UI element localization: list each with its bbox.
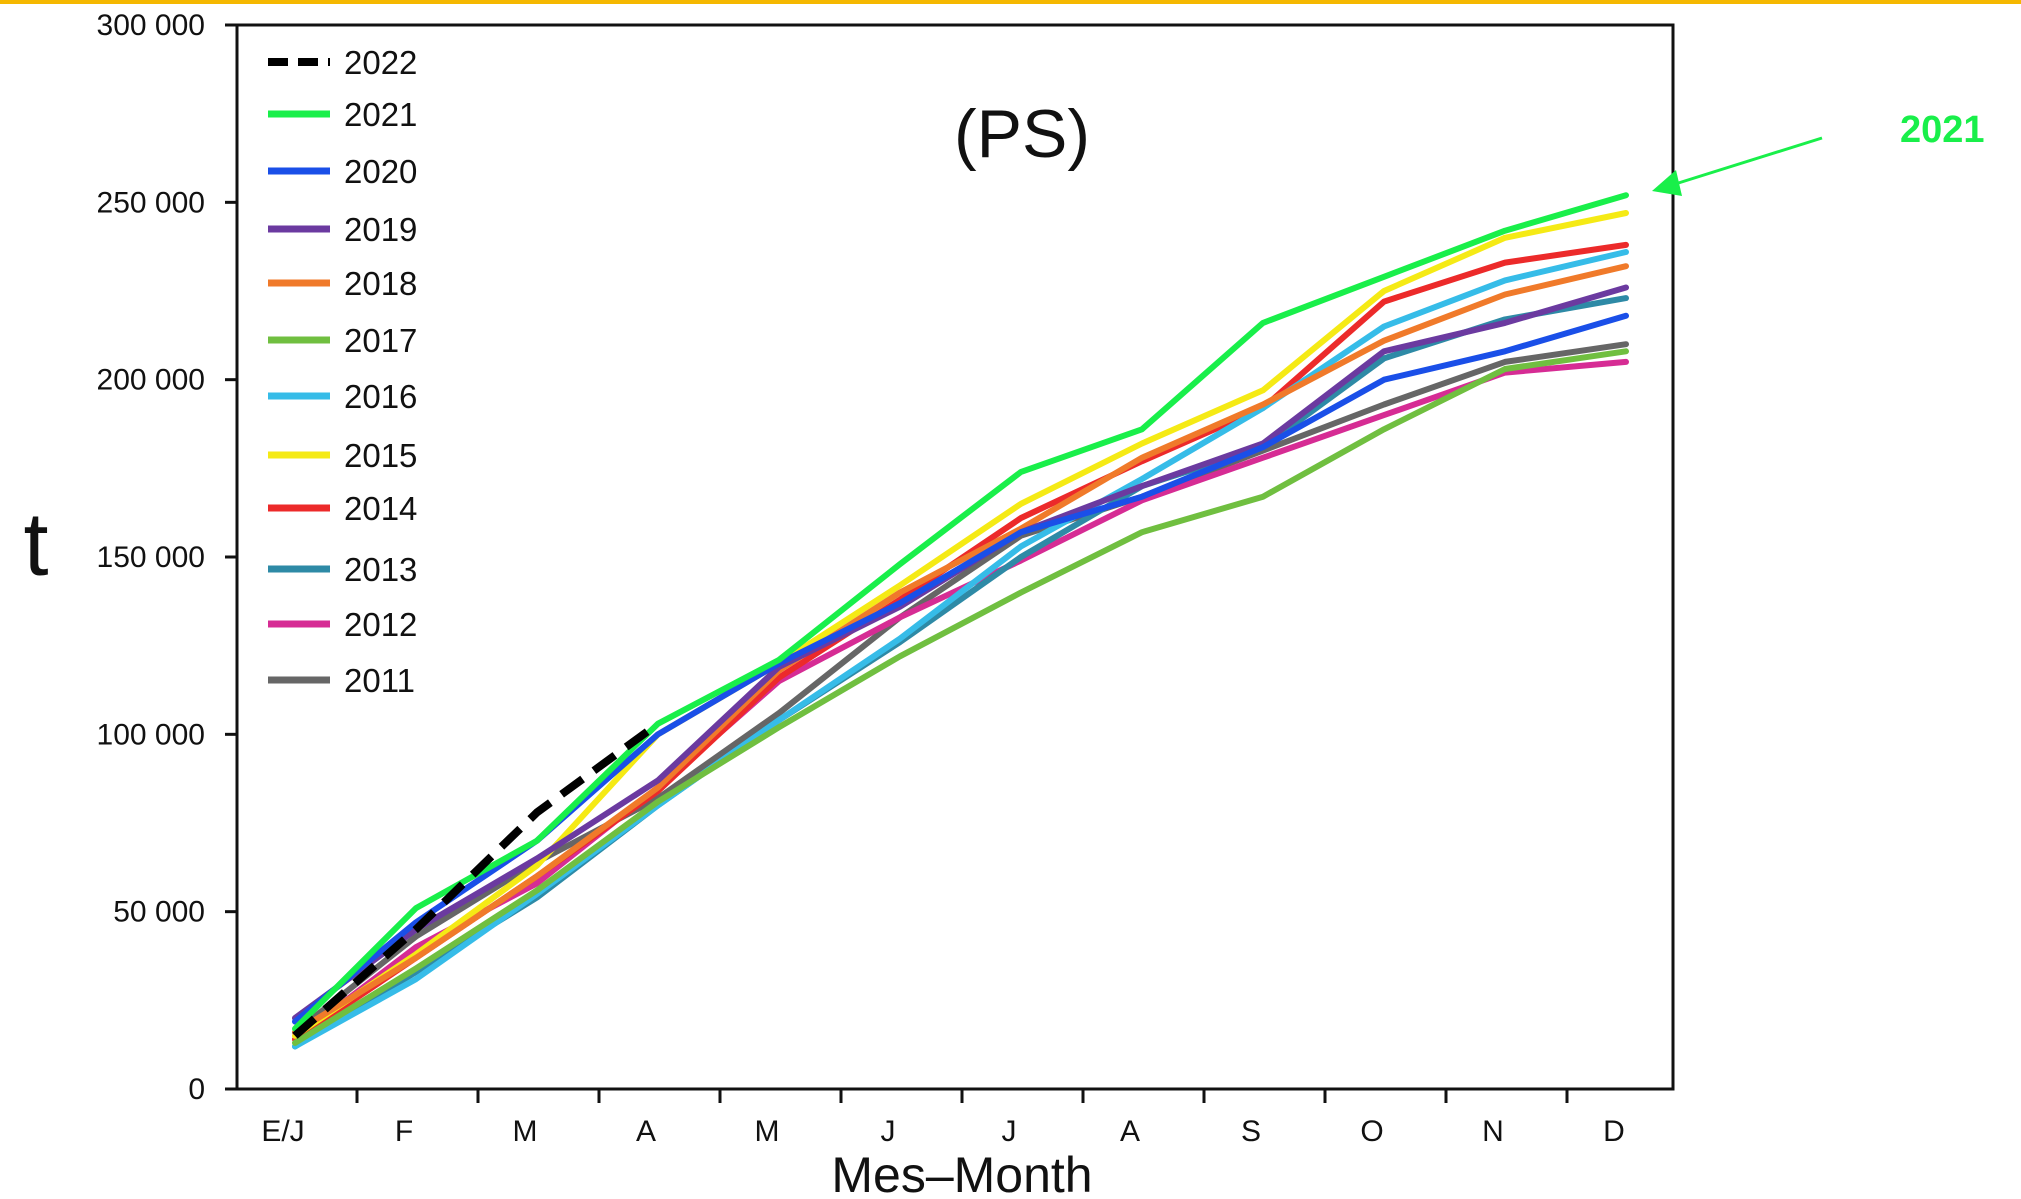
series-line-2012	[292, 358, 1629, 1043]
legend-label-2011: 2011	[344, 662, 415, 699]
legend-label-2014: 2014	[344, 490, 417, 527]
x-tick-label: D	[1603, 1115, 1625, 1148]
legend-label-2020: 2020	[344, 153, 417, 190]
legend-label-2015: 2015	[344, 437, 417, 474]
y-tick-label: 200 000	[97, 364, 205, 397]
legend-label-2017: 2017	[344, 322, 417, 359]
series-line-2011	[292, 341, 1629, 1036]
panel-label: (PS)	[954, 96, 1090, 172]
y-tick-label: 0	[188, 1073, 205, 1106]
legend-label-2018: 2018	[344, 265, 417, 302]
series-layer	[292, 192, 1629, 1050]
x-axis-title: Mes–Month	[831, 1147, 1092, 1199]
y-tick-label: 150 000	[97, 541, 205, 574]
series-line-2021	[292, 192, 1629, 1032]
series-line-2018	[292, 263, 1629, 1036]
x-tick-label: N	[1482, 1115, 1504, 1148]
x-tick-label: F	[395, 1115, 413, 1148]
series-line-2015	[292, 210, 1629, 1039]
x-tick-label: A	[636, 1115, 656, 1148]
top-accent-bar	[0, 0, 2021, 4]
x-tick-label: J	[1002, 1115, 1017, 1148]
legend: 2022 2021 2020 2019 2018 2017 2016 2015 2014 2013…	[268, 44, 417, 699]
legend-label-2013: 2013	[344, 551, 417, 588]
y-tick-label: 50 000	[113, 896, 205, 929]
legend-label-2021: 2021	[344, 96, 417, 133]
x-axis-ticks: E/J F M A M J J A S O N D	[261, 1089, 1625, 1148]
x-tick-label: M	[513, 1115, 538, 1148]
series-line-2016	[292, 249, 1629, 1050]
legend-label-2012: 2012	[344, 606, 417, 643]
y-tick-label: 100 000	[97, 718, 205, 751]
callout-label: 2021	[1900, 109, 1985, 151]
x-tick-label: M	[755, 1115, 780, 1148]
legend-label-2019: 2019	[344, 211, 417, 248]
y-axis-ticks: 0 50 000 100 000 150 000 200 000 250 000 300 0…	[97, 9, 237, 1106]
y-axis-title: t	[23, 495, 48, 595]
callout-arrow-head	[1652, 170, 1682, 196]
series-line-2017	[292, 348, 1629, 1046]
series-line-2022	[292, 720, 661, 1039]
x-tick-label: J	[881, 1115, 896, 1148]
callout-arrow-line	[1671, 136, 1823, 187]
x-tick-label: A	[1120, 1115, 1140, 1148]
legend-label-2022: 2022	[344, 44, 417, 81]
legend-label-2016: 2016	[344, 378, 417, 415]
x-tick-label: E/J	[261, 1115, 304, 1148]
x-tick-label: S	[1241, 1115, 1261, 1148]
x-tick-label: O	[1360, 1115, 1383, 1148]
y-tick-label: 250 000	[97, 186, 205, 219]
series-callout: 2021	[1652, 109, 1985, 196]
y-tick-label: 300 000	[97, 9, 205, 42]
